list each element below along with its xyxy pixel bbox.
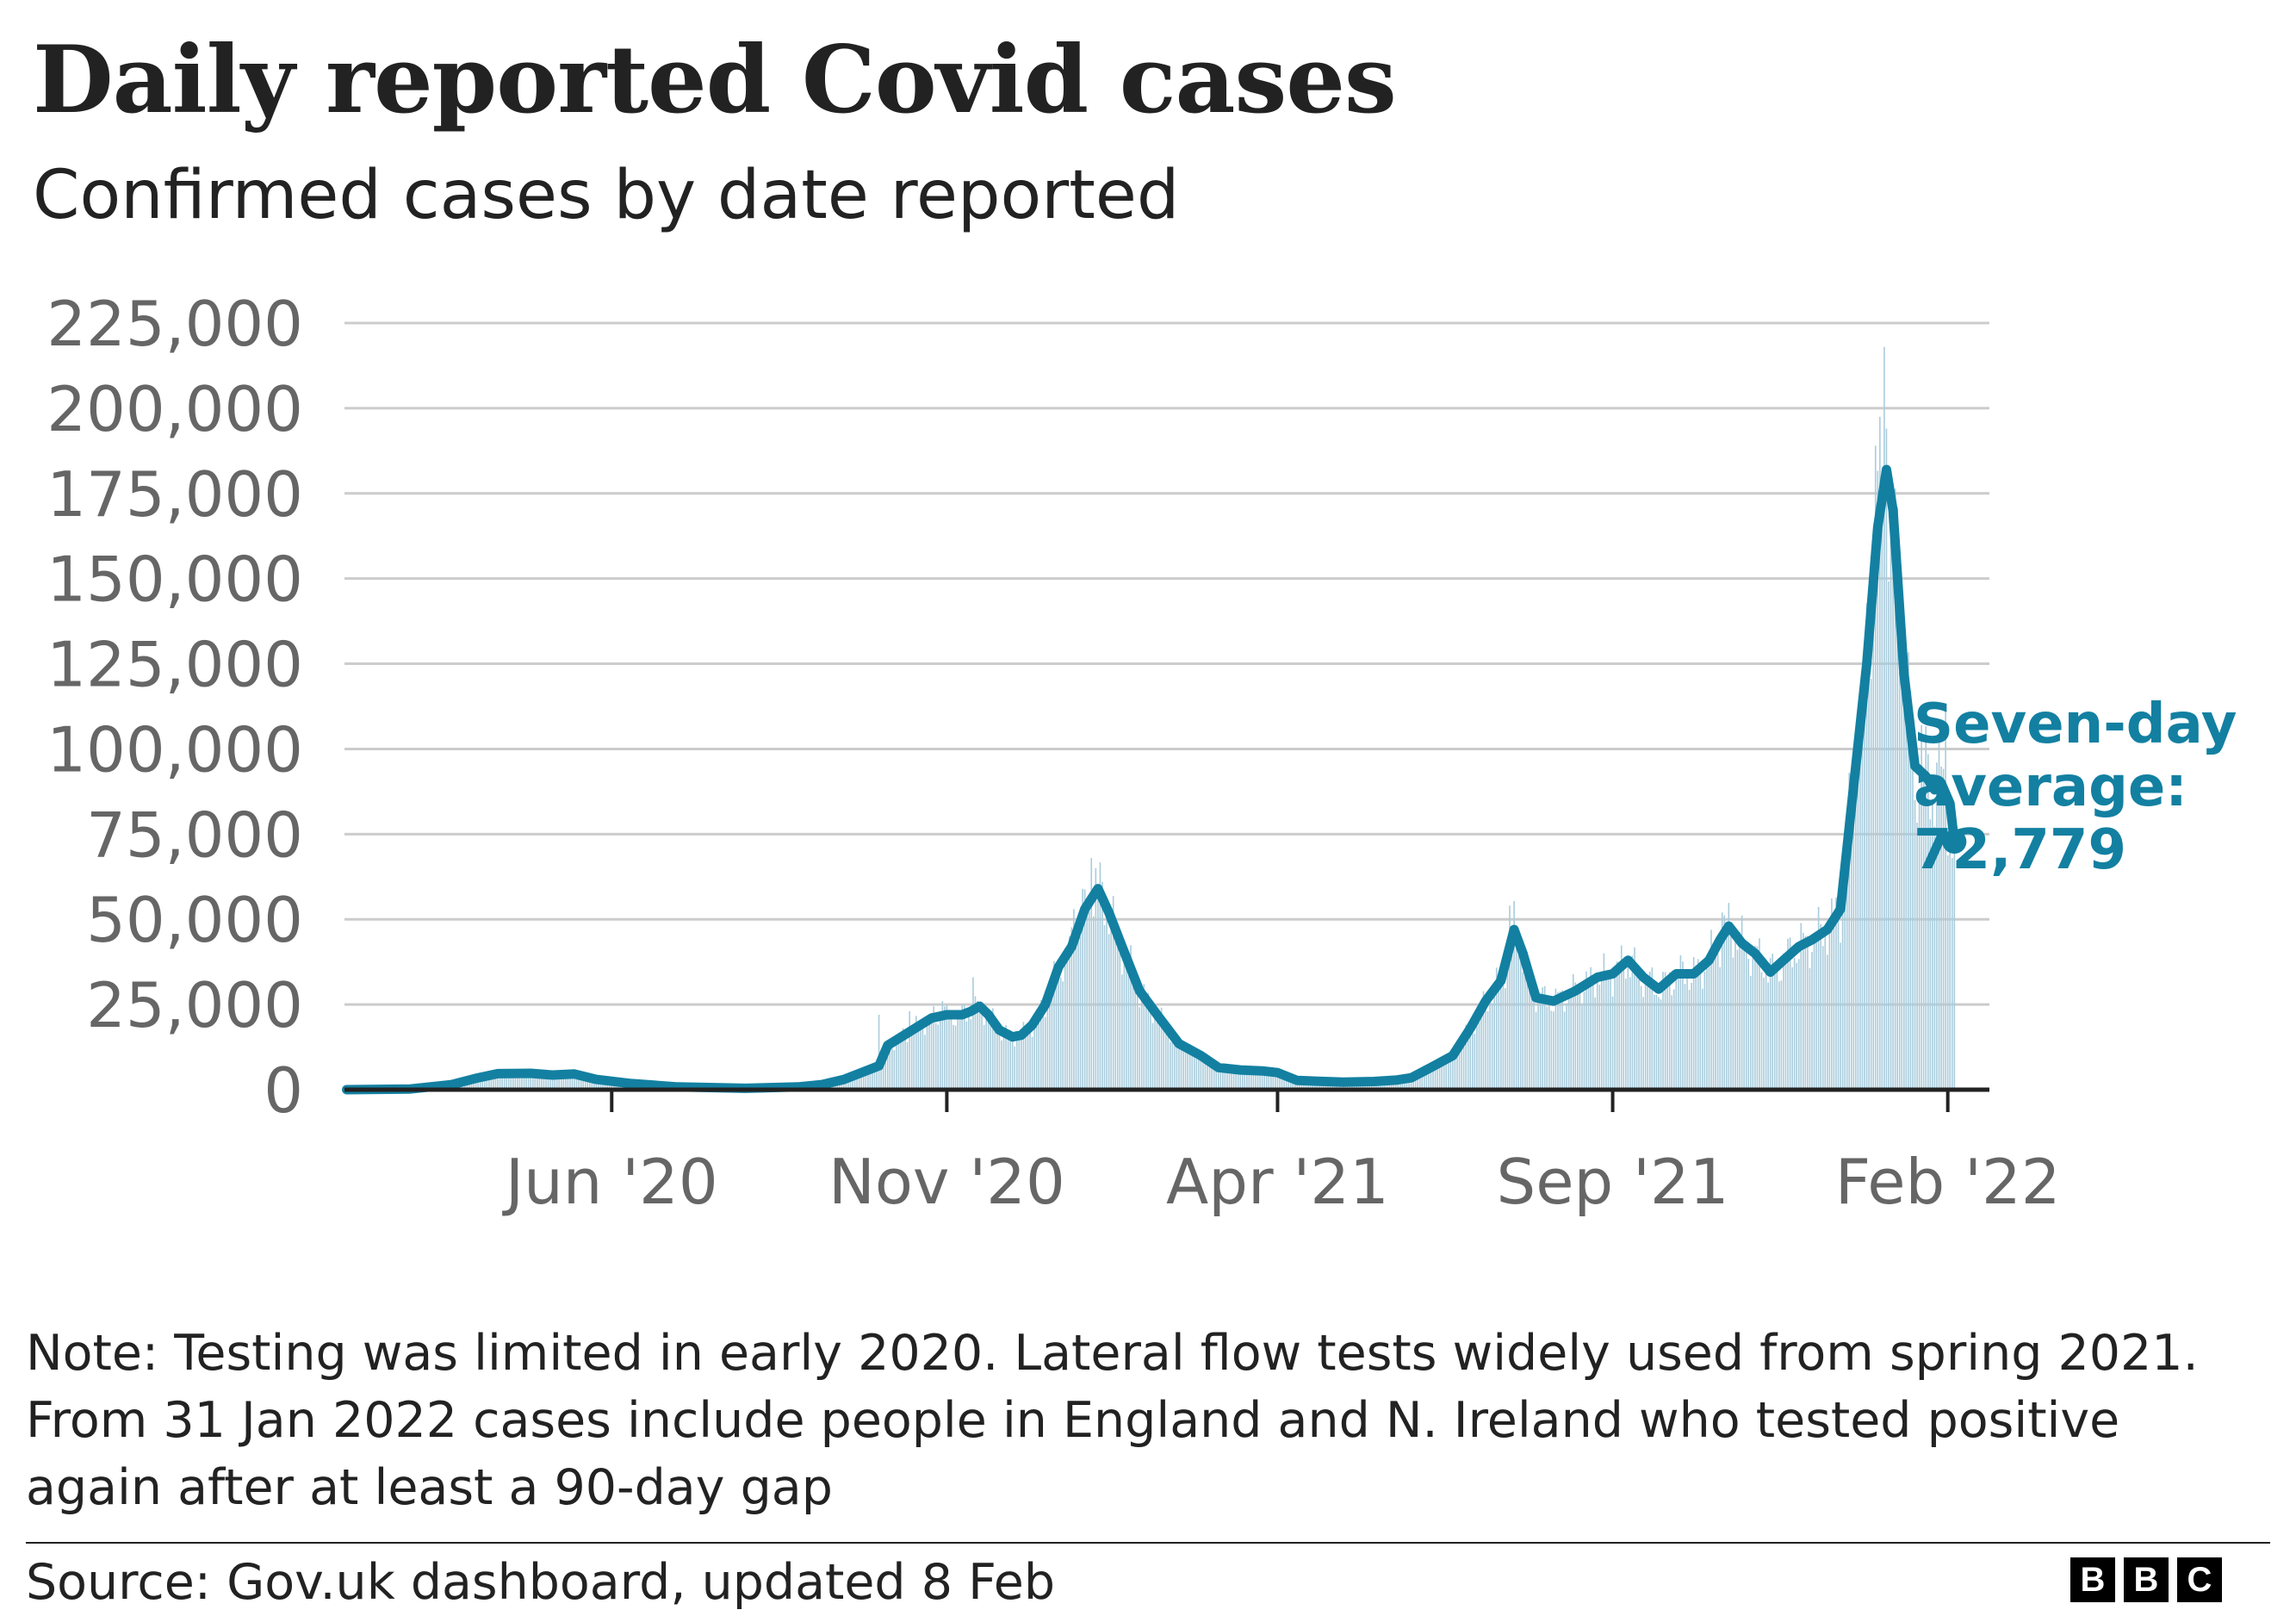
- daily-case-bars: [394, 346, 1956, 1090]
- footnote: Note: Testing was limited in early 2020.…: [26, 1325, 2199, 1516]
- annotation-line: average:: [1914, 755, 2187, 819]
- bbc-logo-block: B: [2124, 1557, 2169, 1602]
- y-tick-label: 25,000: [86, 969, 303, 1041]
- bbc-logo: B B C: [2070, 1557, 2222, 1602]
- annotation-line: Seven-day: [1914, 693, 2237, 756]
- chart-title: Daily reported Covid cases: [33, 26, 1397, 134]
- annotation-line: 72,779: [1914, 818, 2126, 882]
- footer-divider: [26, 1542, 2270, 1544]
- grid-lines: [344, 321, 1989, 1006]
- x-tick-label: Nov '20: [828, 1146, 1065, 1218]
- y-tick-label: 125,000: [47, 629, 303, 701]
- y-tick-label: 0: [264, 1054, 303, 1127]
- bbc-logo-block: C: [2177, 1557, 2222, 1602]
- y-axis-tick-labels: 0 25,000 50,000 75,000 100,000 125,000 150,000…: [47, 288, 303, 1127]
- x-axis-ticks: [610, 1090, 1950, 1112]
- y-tick-label: 225,000: [47, 288, 303, 360]
- y-tick-label: 50,000: [86, 884, 303, 956]
- y-tick-label: 200,000: [47, 373, 303, 445]
- seven-day-average-annotation: Seven-day average: 72,779: [1914, 693, 2237, 882]
- x-tick-label: Sep '21: [1497, 1146, 1729, 1218]
- latest-value-dot: [1942, 830, 1967, 855]
- x-tick-label: Feb '22: [1835, 1146, 2061, 1218]
- cases-chart: 0 25,000 50,000 75,000 100,000 125,000 150,000…: [47, 288, 2237, 1218]
- x-tick-label: Jun '20: [502, 1146, 718, 1218]
- y-tick-label: 175,000: [47, 458, 303, 531]
- y-tick-label: 100,000: [47, 713, 303, 786]
- seven-day-average-line: [342, 464, 1959, 1095]
- bbc-logo-block: B: [2070, 1557, 2115, 1602]
- y-tick-label: 75,000: [86, 799, 303, 871]
- x-axis-tick-labels: Jun '20 Nov '20 Apr '21 Sep '21 Feb '22: [502, 1146, 2061, 1218]
- source-credit: Source: Gov.uk dashboard, updated 8 Feb: [26, 1554, 1056, 1611]
- y-tick-label: 150,000: [47, 544, 303, 616]
- chart-subtitle: Confirmed cases by date reported: [33, 157, 1180, 234]
- x-tick-label: Apr '21: [1166, 1146, 1389, 1218]
